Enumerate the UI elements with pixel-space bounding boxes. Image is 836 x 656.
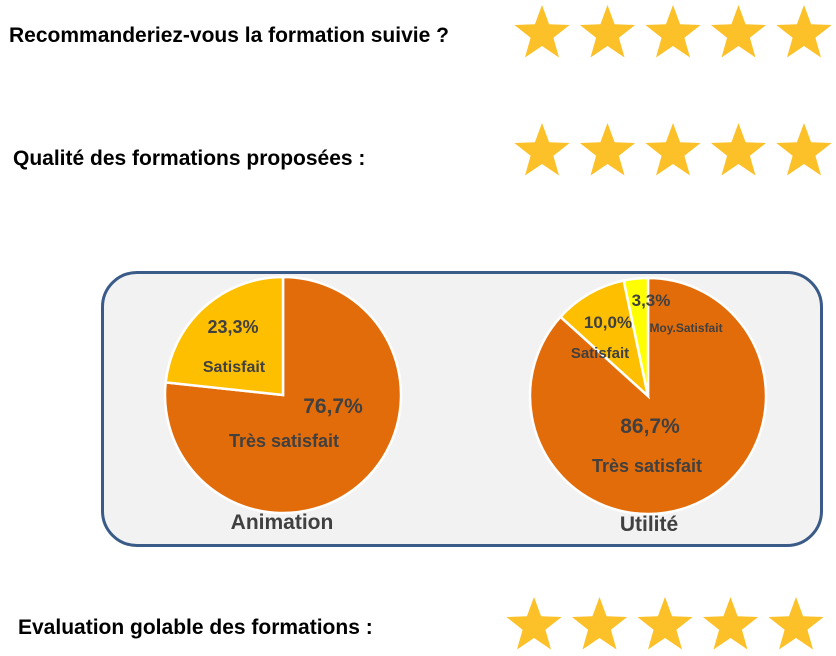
star-icon [710,5,767,58]
star-icon [579,5,636,58]
star-icon [776,123,832,176]
star-icon [710,123,767,176]
stars-qualite [514,123,832,176]
slice-label-animation-satisfait-value: 23,3% [207,317,258,337]
slice-label-utilite-satisfait-value: 10,0% [584,313,632,332]
pie-title-animation: Animation [231,511,334,534]
pie-chart-utilite [528,276,768,516]
pie-slice-moy-satisfait [622,276,650,397]
stars-recommandation [514,5,832,58]
star-icon [506,597,562,650]
rating-label-recommandation: Recommanderiez-vous la formation suivie … [9,24,449,47]
pie-title-utilite: Utilité [620,513,678,536]
pie-chart-animation [163,275,403,515]
rating-label-evaluation: Evaluation golable des formations : [18,616,373,639]
star-icon [702,597,759,650]
star-icon [776,5,832,58]
star-icon [571,597,628,650]
slice-label-utilite-tres-name: Très satisfait [592,456,702,476]
star-icon [637,597,693,650]
star-icon [514,123,570,176]
star-icon [514,5,570,58]
star-icon [579,123,636,176]
slice-label-utilite-moy-name: Moy.Satisfait [649,321,722,335]
pie-slice-satisfait [164,275,285,397]
slice-label-utilite-tres-value: 86,7% [620,415,680,438]
pie-slice-satisfait [558,279,651,400]
stars-evaluation [506,597,824,650]
slice-label-utilite-moy-value: 3,3% [632,291,671,310]
slice-label-animation-satisfait-name: Satisfait [203,359,266,376]
star-icon [645,5,701,58]
slice-label-utilite-satisfait-name: Satisfait [571,345,629,362]
slice-label-animation-tres-name: Très satisfait [229,431,339,451]
star-icon [768,597,824,650]
star-icon [645,123,701,176]
rating-label-qualite: Qualité des formations proposées : [13,147,366,170]
slice-label-animation-tres-value: 76,7% [303,395,363,418]
